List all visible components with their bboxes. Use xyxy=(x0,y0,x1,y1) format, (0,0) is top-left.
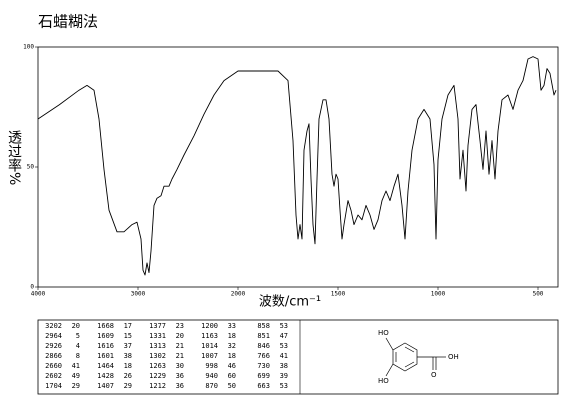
peak-transmittance: 53 xyxy=(280,322,288,330)
peak-transmittance: 32 xyxy=(228,342,236,350)
peak-wavenumber: 1609 xyxy=(97,332,114,340)
x-tick-label: 2000 xyxy=(231,291,246,298)
peak-transmittance: 5 xyxy=(76,332,80,340)
x-tick-label: 1000 xyxy=(431,291,446,298)
peak-transmittance: 17 xyxy=(124,322,132,330)
chart-title: 石蜡糊法 xyxy=(38,13,98,31)
peak-transmittance: 26 xyxy=(124,372,132,380)
bond xyxy=(385,363,394,377)
bond xyxy=(385,337,394,351)
structure xyxy=(385,337,446,377)
peak-transmittance: 30 xyxy=(176,362,184,370)
peak-wavenumber: 1200 xyxy=(201,322,218,330)
peak-transmittance: 33 xyxy=(228,322,236,330)
peak-wavenumber: 1263 xyxy=(149,362,166,370)
atom-label: O xyxy=(431,371,437,379)
plot-frame xyxy=(37,46,559,288)
peak-transmittance: 39 xyxy=(280,372,288,380)
spectrum-line xyxy=(37,56,557,276)
y-tick-label: 50 xyxy=(27,164,35,171)
peak-transmittance: 60 xyxy=(228,372,236,380)
peak-transmittance: 29 xyxy=(72,382,80,390)
peak-wavenumber: 1014 xyxy=(201,342,218,350)
x-tick-label: 500 xyxy=(533,291,544,298)
peak-transmittance: 29 xyxy=(124,382,132,390)
peak-transmittance: 18 xyxy=(124,362,132,370)
peak-wavenumber: 1704 xyxy=(45,382,62,390)
peak-table xyxy=(37,319,559,395)
peak-wavenumber: 846 xyxy=(257,342,270,350)
peak-transmittance: 53 xyxy=(280,382,288,390)
peak-wavenumber: 2964 xyxy=(45,332,62,340)
peak-wavenumber: 1601 xyxy=(97,352,114,360)
peak-wavenumber: 858 xyxy=(257,322,270,330)
peak-transmittance: 20 xyxy=(176,332,184,340)
y-tick-label: 100 xyxy=(23,44,34,51)
peak-transmittance: 18 xyxy=(228,352,236,360)
peak-wavenumber: 1313 xyxy=(149,342,166,350)
y-tick-label: 0 xyxy=(30,284,34,291)
peak-transmittance: 50 xyxy=(228,382,236,390)
peak-wavenumber: 1377 xyxy=(149,322,166,330)
peak-wavenumber: 766 xyxy=(257,352,270,360)
peak-transmittance: 41 xyxy=(280,352,288,360)
peak-wavenumber: 2866 xyxy=(45,352,62,360)
peak-transmittance: 46 xyxy=(228,362,236,370)
peak-transmittance: 47 xyxy=(280,332,288,340)
peak-transmittance: 36 xyxy=(176,382,184,390)
x-tick-label: 3000 xyxy=(131,291,146,298)
peak-wavenumber: 1464 xyxy=(97,362,114,370)
peak-wavenumber: 1007 xyxy=(201,352,218,360)
peak-wavenumber: 1302 xyxy=(149,352,166,360)
peak-transmittance: 8 xyxy=(76,352,80,360)
peak-wavenumber: 1229 xyxy=(149,372,166,380)
peak-wavenumber: 998 xyxy=(205,362,218,370)
peak-transmittance: 21 xyxy=(176,352,184,360)
peak-wavenumber: 2660 xyxy=(45,362,62,370)
peak-wavenumber: 1668 xyxy=(97,322,114,330)
peak-wavenumber: 699 xyxy=(257,372,270,380)
bond xyxy=(404,361,415,368)
atom-label: HO xyxy=(378,377,389,385)
peak-wavenumber: 663 xyxy=(257,382,270,390)
peak-transmittance: 49 xyxy=(72,372,80,380)
peak-transmittance: 20 xyxy=(72,322,80,330)
peak-wavenumber: 1331 xyxy=(149,332,166,340)
peak-transmittance: 21 xyxy=(176,342,184,350)
peak-wavenumber: 1163 xyxy=(201,332,218,340)
peak-transmittance: 36 xyxy=(176,372,184,380)
peak-transmittance: 23 xyxy=(176,322,184,330)
peak-transmittance: 38 xyxy=(124,352,132,360)
peak-wavenumber: 1616 xyxy=(97,342,114,350)
peak-wavenumber: 1407 xyxy=(97,382,114,390)
x-tick-label: 4000 xyxy=(31,291,46,298)
peak-transmittance: 41 xyxy=(72,362,80,370)
peak-transmittance: 38 xyxy=(280,362,288,370)
peak-wavenumber: 1212 xyxy=(149,382,166,390)
peak-transmittance: 18 xyxy=(228,332,236,340)
x-axis-label: 波数/cm⁻¹ xyxy=(259,295,321,310)
peak-wavenumber: 730 xyxy=(257,362,270,370)
peak-transmittance: 15 xyxy=(124,332,132,340)
atom-label: HO xyxy=(378,329,389,337)
x-tick-label: 1500 xyxy=(331,291,346,298)
bond xyxy=(404,346,415,353)
peak-transmittance: 53 xyxy=(280,342,288,350)
peak-wavenumber: 1428 xyxy=(97,372,114,380)
peak-wavenumber: 3202 xyxy=(45,322,62,330)
peak-wavenumber: 2926 xyxy=(45,342,62,350)
y-axis-label: 透过率% xyxy=(6,130,22,185)
peak-wavenumber: 940 xyxy=(205,372,218,380)
peak-wavenumber: 2602 xyxy=(45,372,62,380)
peak-transmittance: 37 xyxy=(124,342,132,350)
atom-label: OH xyxy=(448,353,459,361)
peak-transmittance: 4 xyxy=(76,342,80,350)
peak-wavenumber: 851 xyxy=(257,332,270,340)
peak-wavenumber: 870 xyxy=(205,382,218,390)
